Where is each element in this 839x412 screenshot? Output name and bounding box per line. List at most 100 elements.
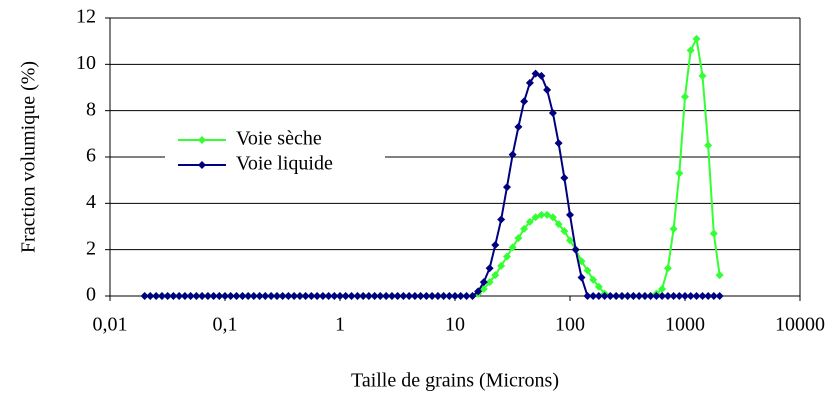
marker [617,292,626,300]
marker [543,85,552,94]
marker [669,224,678,233]
marker [675,292,684,300]
marker [192,292,201,300]
marker [709,229,718,238]
marker [497,215,506,224]
x-tick-label: 1 [335,314,345,336]
legend-marker [198,136,206,144]
marker [255,292,264,300]
x-tick-label: 10000 [775,314,825,336]
y-tick-label: 4 [86,191,96,213]
marker [278,292,287,300]
marker [520,224,529,233]
legend-label: Voie sèche [236,128,322,150]
marker [295,292,304,300]
marker [698,292,707,300]
marker [330,292,339,300]
marker [681,92,689,101]
marker [692,292,701,300]
marker [468,292,477,300]
marker [640,292,649,300]
marker [652,292,661,300]
marker [301,292,310,300]
marker [353,292,362,300]
marker [594,282,603,291]
marker [399,292,408,300]
marker [307,292,316,300]
marker [313,292,322,300]
marker [359,292,368,300]
marker [537,210,546,219]
marker [284,292,293,300]
marker [623,292,632,300]
marker [577,273,586,282]
marker [663,292,672,300]
marker [439,292,448,300]
marker [405,292,414,300]
marker [594,292,603,300]
marker [422,292,431,300]
x-tick-label: 0,1 [213,314,238,336]
marker [215,292,224,300]
marker [681,292,689,300]
marker [560,173,569,182]
marker [497,261,506,270]
marker [514,122,523,131]
marker [502,252,511,261]
marker [709,292,718,300]
y-tick-label: 6 [86,145,96,167]
marker [261,292,270,300]
marker [462,292,471,300]
x-tick-label: 100 [555,314,585,336]
marker [554,220,563,229]
marker [675,169,684,178]
marker [393,292,402,300]
x-axis-label: Taille de grains (Microns) [351,370,559,392]
marker [203,292,212,300]
marker [514,234,523,243]
marker [560,227,569,236]
marker [508,150,517,159]
marker [364,292,373,300]
marker [140,292,149,300]
marker [387,292,396,300]
marker [520,97,529,106]
marker [146,292,155,300]
marker [669,292,678,300]
marker [692,34,701,43]
marker [704,292,713,300]
marker [566,210,574,219]
legend-label: Voie liquide [236,153,333,175]
marker [658,292,667,300]
marker [474,287,483,296]
legend-box [165,118,385,180]
marker [232,292,241,300]
marker [485,278,494,287]
marker [410,292,419,300]
y-axis-label: Fraction volumique (%) [18,61,40,253]
marker [491,271,500,280]
marker [543,210,552,219]
marker [704,141,713,150]
marker [658,285,667,294]
marker [715,271,724,280]
marker [290,292,299,300]
marker [318,292,327,300]
y-tick-label: 2 [86,237,96,259]
marker [548,213,557,222]
marker [646,292,655,300]
marker [589,275,598,284]
marker [600,292,609,300]
marker [180,292,189,300]
marker [485,264,494,273]
marker [209,292,218,300]
marker [635,292,644,300]
marker [382,292,391,300]
marker [525,217,534,226]
marker [686,46,695,55]
marker [244,292,253,300]
marker [566,236,574,245]
marker [157,292,166,300]
marker [715,292,724,300]
